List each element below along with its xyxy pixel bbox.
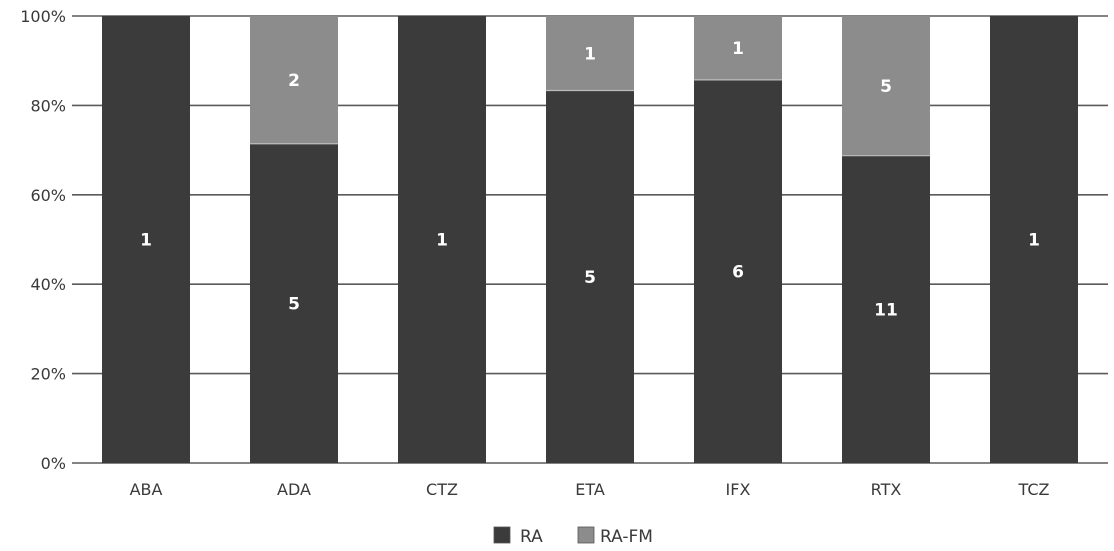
x-tick-label: TCZ: [1018, 480, 1050, 499]
legend-swatch: [577, 526, 595, 544]
x-tick-label: ETA: [575, 480, 605, 499]
x-tick-label: ADA: [277, 480, 311, 499]
data-label-ra: 5: [584, 268, 596, 288]
data-label-ra-fm: 2: [288, 71, 300, 91]
data-label-ra: 1: [436, 231, 448, 251]
bar-ra-fm: [546, 16, 634, 91]
y-tick-label: 80%: [30, 96, 66, 115]
data-label-ra: 11: [874, 300, 898, 320]
bar-ra-fm: [694, 16, 782, 80]
bar-ra: [990, 16, 1078, 463]
y-tick-label: 100%: [20, 7, 66, 26]
bar-ra: [546, 90, 634, 463]
x-tick-label: ABA: [130, 480, 163, 499]
data-label-ra: 6: [732, 262, 744, 282]
x-tick-label: CTZ: [426, 480, 458, 499]
y-tick-label: 60%: [30, 186, 66, 205]
x-tick-label: IFX: [726, 480, 751, 499]
bar-ra: [694, 79, 782, 463]
legend-item-ra-fm: RA-FM: [600, 527, 653, 547]
axes: 0% 20% 40% 60% 80% 100% ABA ADA CTZ ETA IFX RTX TCZ: [20, 7, 1049, 499]
data-label-ra: 1: [140, 231, 152, 251]
legend-item-ra: RA: [520, 527, 543, 547]
y-tick-label: 40%: [30, 275, 66, 294]
bar-ra: [102, 16, 190, 463]
y-tick-label: 20%: [30, 365, 66, 384]
legend: RA RA-FM: [493, 526, 653, 547]
bar-ra: [842, 155, 930, 463]
data-label-ra-fm: 1: [732, 39, 744, 59]
bar-ra: [398, 16, 486, 463]
data-label-ra-fm: 1: [584, 44, 596, 64]
bars: [102, 16, 1078, 463]
bar-ra-fm: [250, 16, 338, 144]
data-label-ra: 5: [288, 294, 300, 314]
x-tick-label: RTX: [871, 480, 902, 499]
bar-ra-fm: [842, 16, 930, 156]
legend-swatch: [493, 526, 511, 544]
data-label-ra: 1: [1028, 231, 1040, 251]
y-tick-label: 0%: [41, 454, 66, 473]
bar-ra: [250, 143, 338, 463]
data-label-ra-fm: 5: [880, 77, 892, 97]
